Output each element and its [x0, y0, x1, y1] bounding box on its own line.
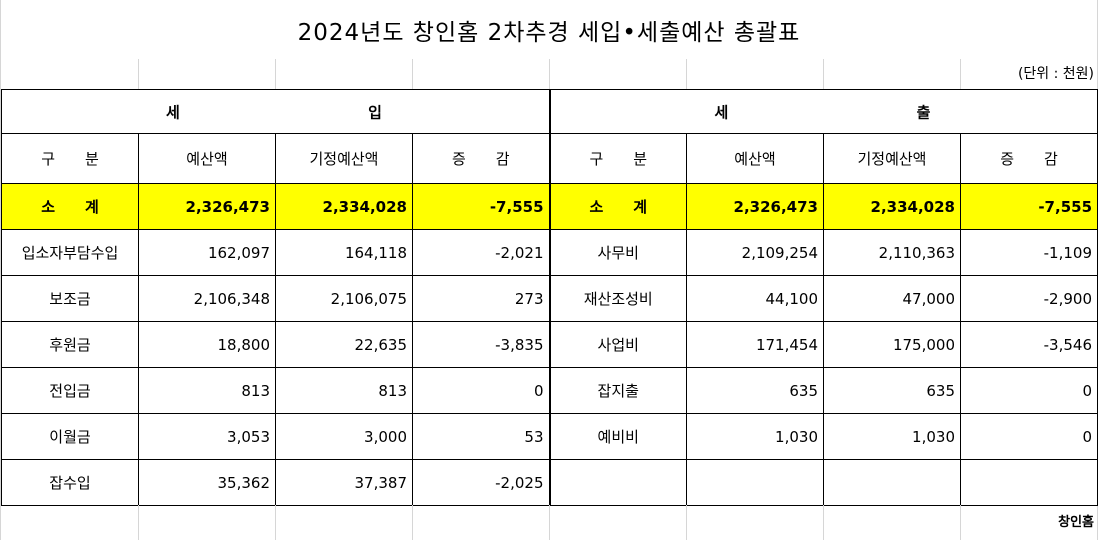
revenue-row-change: 273 [412, 275, 551, 322]
revenue-row-change: 0 [412, 367, 551, 414]
table-row: 보조금 2,106,348 2,106,075 273 재산조성비 44,100… [1, 275, 1098, 322]
expense-subtotal-change: -7,555 [960, 183, 1098, 230]
expense-row-budget: 635 [686, 367, 824, 414]
revenue-row-prior: 164,118 [275, 229, 413, 276]
revenue-row-budget: 18,800 [138, 321, 276, 368]
expense-subtotal-label: 소 계 [549, 183, 687, 230]
column-header-row: 구 분 예산액 기정예산액 증 감 구 분 예산액 기정예산액 증 감 [1, 133, 1098, 184]
table-row: 잡수입 35,362 37,387 -2,025 [1, 459, 1098, 506]
expense-row-prior [823, 459, 961, 506]
expense-row-prior: 2,110,363 [823, 229, 961, 276]
revenue-row-label: 입소자부담수입 [1, 229, 139, 276]
expense-row-label: 예비비 [549, 413, 687, 460]
expense-header-category: 구 분 [549, 133, 687, 184]
page-title: 2024년도 창인홈 2차추경 세입•세출예산 총괄표 [297, 19, 801, 46]
revenue-subtotal-change: -7,555 [412, 183, 551, 230]
revenue-header-category: 구 분 [1, 133, 139, 184]
revenue-subtotal-prior: 2,334,028 [275, 183, 413, 230]
expense-section-char1: 세 [714, 103, 729, 121]
expense-header-budget: 예산액 [686, 133, 824, 184]
expense-row-label: 사무비 [549, 229, 687, 276]
expense-subtotal-prior: 2,334,028 [823, 183, 961, 230]
section-header-row: 세 입 세 출 [1, 89, 1098, 134]
revenue-row-label: 후원금 [1, 321, 139, 368]
expense-section-header: 세 출 [549, 89, 1098, 134]
expense-row-label: 재산조성비 [549, 275, 687, 322]
expense-row-change: -3,546 [960, 321, 1098, 368]
revenue-row-budget: 162,097 [138, 229, 276, 276]
expense-row-label: 잡지출 [549, 367, 687, 414]
footer-row: 창인홈 [0, 505, 1098, 540]
expense-row-prior: 47,000 [823, 275, 961, 322]
expense-row-change: 0 [960, 367, 1098, 414]
revenue-row-prior: 813 [275, 367, 413, 414]
expense-section-char2: 출 [916, 103, 931, 121]
expense-row-change: -2,900 [960, 275, 1098, 322]
revenue-row-budget: 813 [138, 367, 276, 414]
revenue-row-label: 보조금 [1, 275, 139, 322]
revenue-row-change: -3,835 [412, 321, 551, 368]
revenue-header-prior: 기정예산액 [275, 133, 413, 184]
expense-row-prior: 1,030 [823, 413, 961, 460]
revenue-header-change: 증 감 [412, 133, 551, 184]
revenue-row-label: 전입금 [1, 367, 139, 414]
revenue-header-budget: 예산액 [138, 133, 276, 184]
revenue-row-budget: 3,053 [138, 413, 276, 460]
revenue-row-label: 잡수입 [1, 459, 139, 506]
expense-row-change [960, 459, 1098, 506]
expense-row-budget [686, 459, 824, 506]
expense-row-change: 0 [960, 413, 1098, 460]
revenue-row-budget: 2,106,348 [138, 275, 276, 322]
table-row: 전입금 813 813 0 잡지출 635 635 0 [1, 367, 1098, 414]
revenue-section-header: 세 입 [1, 89, 551, 134]
revenue-row-label: 이월금 [1, 413, 139, 460]
table-row: 후원금 18,800 22,635 -3,835 사업비 171,454 175… [1, 321, 1098, 368]
expense-row-change: -1,109 [960, 229, 1098, 276]
expense-row-label [549, 459, 687, 506]
expense-row-prior: 635 [823, 367, 961, 414]
revenue-subtotal-label: 소 계 [1, 183, 139, 230]
expense-row-budget: 44,100 [686, 275, 824, 322]
revenue-row-prior: 2,106,075 [275, 275, 413, 322]
expense-row-budget: 171,454 [686, 321, 824, 368]
revenue-row-change: 53 [412, 413, 551, 460]
table-row: 입소자부담수입 162,097 164,118 -2,021 사무비 2,109… [1, 229, 1098, 276]
revenue-row-change: -2,025 [412, 459, 551, 506]
expense-row-label: 사업비 [549, 321, 687, 368]
revenue-section-char2: 입 [368, 103, 382, 121]
expense-header-prior: 기정예산액 [823, 133, 961, 184]
revenue-subtotal-budget: 2,326,473 [138, 183, 276, 230]
revenue-row-prior: 22,635 [275, 321, 413, 368]
expense-row-prior: 175,000 [823, 321, 961, 368]
subtotal-row: 소 계 2,326,473 2,334,028 -7,555 소 계 2,326… [1, 183, 1098, 230]
revenue-row-budget: 35,362 [138, 459, 276, 506]
expense-header-change: 증 감 [960, 133, 1098, 184]
budget-summary-table: 세 입 세 출 구 분 예산액 기정예산액 증 감 구 분 예산액 기정예산액 … [1, 89, 1098, 506]
expense-subtotal-budget: 2,326,473 [686, 183, 824, 230]
revenue-row-prior: 3,000 [275, 413, 413, 460]
unit-label: (단위 : 천원) [1017, 66, 1094, 82]
expense-row-budget: 2,109,254 [686, 229, 824, 276]
unit-row: (단위 : 천원) [0, 59, 1098, 89]
revenue-section-char1: 세 [165, 103, 180, 121]
organization-label: 창인홈 [1058, 515, 1094, 530]
table-row: 이월금 3,053 3,000 53 예비비 1,030 1,030 0 [1, 413, 1098, 460]
revenue-row-change: -2,021 [412, 229, 551, 276]
expense-row-budget: 1,030 [686, 413, 824, 460]
revenue-row-prior: 37,387 [275, 459, 413, 506]
